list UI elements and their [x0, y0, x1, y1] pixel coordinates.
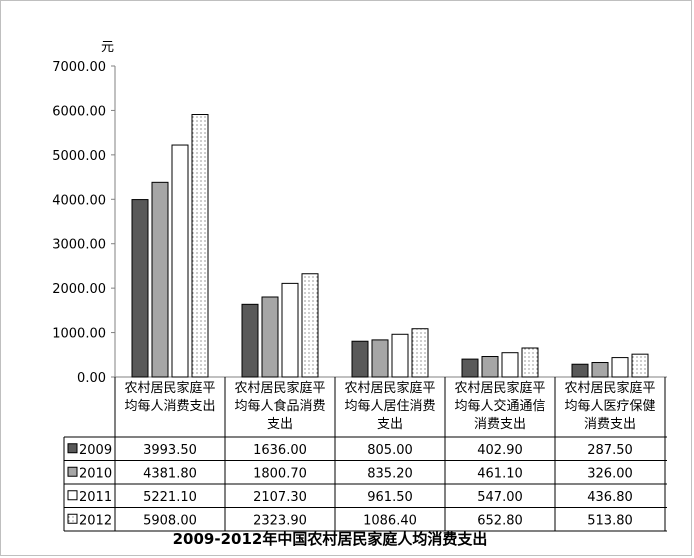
- x-category-label: 均每人医疗保健: [564, 398, 655, 414]
- data-label-2012-cat5: 513.80: [587, 513, 633, 528]
- bar-2011-cat1: [171, 144, 189, 378]
- bar-2009-cat2: [241, 303, 259, 378]
- x-category-label: 农村居民家庭平: [564, 380, 655, 396]
- y-tick-label: 2000.00: [52, 282, 106, 297]
- bar-2012-cat5: [631, 353, 649, 378]
- legend-key-2011: [67, 490, 78, 501]
- data-label-2012-cat4: 652.80: [477, 513, 523, 528]
- legend-label-2011: 2011: [79, 490, 112, 505]
- y-tick-label: 6000.00: [52, 104, 106, 119]
- bar-2012-cat1: [191, 114, 209, 378]
- data-label-2011-cat5: 436.80: [587, 490, 633, 505]
- x-category-label: 均每人交通通信: [454, 398, 545, 414]
- bar-2010-cat4: [481, 356, 499, 378]
- data-label-2009-cat1: 3993.50: [143, 443, 197, 458]
- bar-2012-cat4: [521, 347, 539, 378]
- x-category-label: 均每人居住消费: [344, 398, 435, 414]
- data-label-2010-cat4: 461.10: [477, 466, 523, 481]
- data-label-2010-cat3: 835.20: [367, 466, 413, 481]
- data-label-2009-cat4: 402.90: [477, 443, 523, 458]
- bar-2011-cat5: [611, 357, 629, 378]
- x-category-label: 农村居民家庭平: [124, 380, 215, 396]
- data-label-2009-cat5: 287.50: [587, 443, 633, 458]
- bar-2011-cat4: [501, 352, 519, 378]
- y-tick-label: 1000.00: [52, 327, 106, 342]
- bar-2009-cat5: [571, 363, 589, 378]
- legend-key-2009: [67, 443, 78, 454]
- y-tick-label: 3000.00: [52, 238, 106, 253]
- x-category-label: 农村居民家庭平: [344, 380, 435, 396]
- y-tick-label: 5000.00: [52, 149, 106, 164]
- data-label-2009-cat2: 1636.00: [253, 443, 307, 458]
- data-label-2010-cat1: 4381.80: [143, 466, 197, 481]
- bar-2012-cat2: [301, 273, 319, 378]
- y-tick-label: 0.00: [77, 371, 106, 386]
- y-tick-label: 4000.00: [52, 193, 106, 208]
- legend-label-2010: 2010: [79, 466, 112, 481]
- x-category-label: 消费支出: [474, 417, 526, 432]
- x-category-label: 支出: [267, 417, 293, 432]
- data-label-2011-cat4: 547.00: [477, 490, 523, 505]
- bar-2011-cat3: [391, 333, 409, 378]
- data-label-2010-cat2: 1800.70: [253, 466, 307, 481]
- x-category-label: 均每人食品消费: [234, 398, 325, 414]
- data-label-2011-cat1: 5221.10: [143, 490, 197, 505]
- legend-label-2012: 2012: [79, 513, 112, 528]
- chart-title: 2009-2012年中国农村居民家庭人均消费支出: [172, 530, 488, 548]
- legend-key-2012: [67, 513, 78, 524]
- x-category-label: 农村居民家庭平: [454, 380, 545, 396]
- y-tick-label: 7000.00: [52, 60, 106, 75]
- bar-2010-cat5: [591, 362, 609, 378]
- bar-2010-cat3: [371, 339, 389, 378]
- bar-2010-cat1: [151, 181, 169, 378]
- legend-key-2010: [67, 466, 78, 477]
- bar-2012-cat3: [411, 328, 429, 378]
- data-label-2009-cat3: 805.00: [367, 443, 413, 458]
- x-category-label: 农村居民家庭平: [234, 380, 325, 396]
- data-label-2012-cat3: 1086.40: [363, 513, 417, 528]
- y-axis-unit-label: 元: [101, 40, 114, 55]
- x-category-label: 消费支出: [584, 417, 636, 432]
- bar-2009-cat3: [351, 340, 369, 378]
- data-label-2011-cat2: 2107.30: [253, 490, 307, 505]
- data-label-2011-cat3: 961.50: [367, 490, 413, 505]
- bar-2010-cat2: [261, 296, 279, 378]
- bar-2009-cat1: [131, 199, 149, 378]
- x-category-label: 均每人消费支出: [124, 398, 215, 414]
- data-label-2012-cat1: 5908.00: [143, 513, 197, 528]
- bar-2011-cat2: [281, 282, 299, 378]
- data-label-2012-cat2: 2323.90: [253, 513, 307, 528]
- data-label-2010-cat5: 326.00: [587, 466, 633, 481]
- bar-2009-cat4: [461, 358, 479, 378]
- x-category-label: 支出: [377, 417, 403, 432]
- legend-label-2009: 2009: [79, 443, 112, 458]
